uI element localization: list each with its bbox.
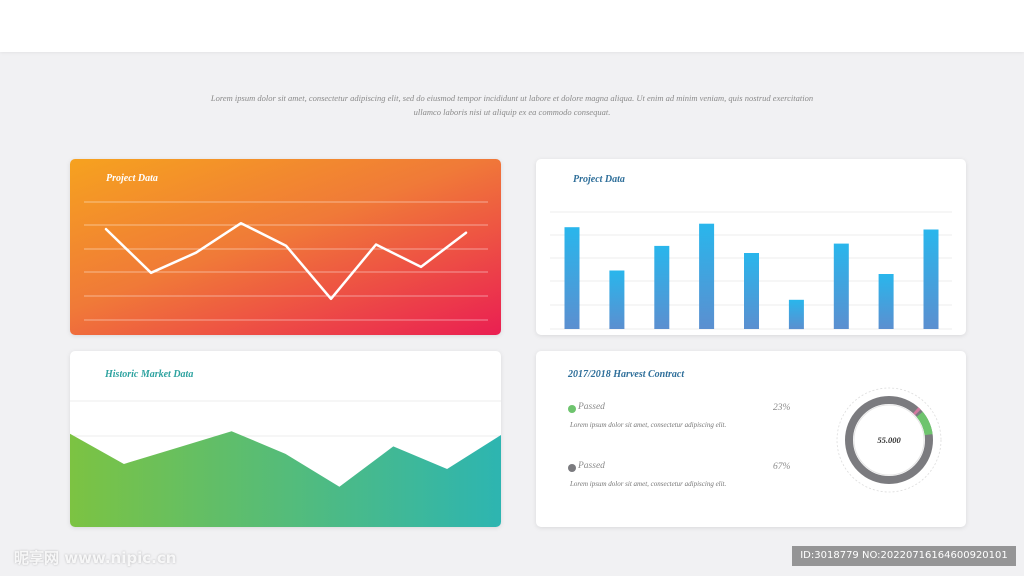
legend-description: Lorem ipsum dolor sit amet, consectetur …: [570, 421, 727, 429]
area-chart-card: Historic Market Data: [70, 351, 501, 527]
bar: [923, 229, 939, 329]
bar: [564, 227, 580, 329]
line-chart-title: Project Data: [106, 173, 158, 184]
legend-percent: 67%: [773, 462, 791, 472]
bar-chart: [550, 211, 952, 330]
donut-outer-ring: [836, 387, 942, 493]
donut-chart: 55.000: [836, 387, 942, 493]
line-chart: [84, 201, 488, 321]
watermark-site: 昵享网 www.nipic.cn: [14, 549, 177, 567]
bar: [609, 270, 625, 329]
legend-dot-gray: [568, 464, 576, 472]
bar: [878, 274, 894, 329]
line-chart-card: Project Data: [70, 159, 501, 335]
donut-inner-face: [853, 404, 925, 476]
bar-chart-title: Project Data: [573, 174, 625, 185]
donut-center-label: 55.000: [877, 435, 901, 445]
bar-chart-card: Project Data: [536, 159, 966, 335]
line-series: [104, 221, 468, 301]
area-chart-title: Historic Market Data: [105, 369, 194, 380]
donut-chart-card: 2017/2018 Harvest Contract Passed 23% Lo…: [536, 351, 966, 527]
top-header-bar: [0, 0, 1024, 52]
bar: [744, 253, 759, 329]
bar: [833, 243, 849, 329]
area-chart: [70, 400, 501, 527]
bar: [654, 245, 670, 329]
donut-slice-passed-gray: [845, 396, 933, 484]
legend-dot-green: [568, 405, 576, 413]
bar: [788, 299, 804, 330]
legend-description: Lorem ipsum dolor sit amet, consectetur …: [570, 480, 727, 488]
intro-paragraph: Lorem ipsum dolor sit amet, consectetur …: [210, 93, 814, 117]
legend-label: Passed: [578, 402, 605, 412]
bar: [699, 223, 715, 329]
watermark-id: ID:3018779 NO:20220716164600920101: [792, 546, 1016, 566]
legend-label: Passed: [578, 461, 605, 471]
donut-chart-title: 2017/2018 Harvest Contract: [568, 369, 685, 380]
legend-percent: 23%: [773, 403, 791, 413]
area-series: [70, 431, 501, 527]
